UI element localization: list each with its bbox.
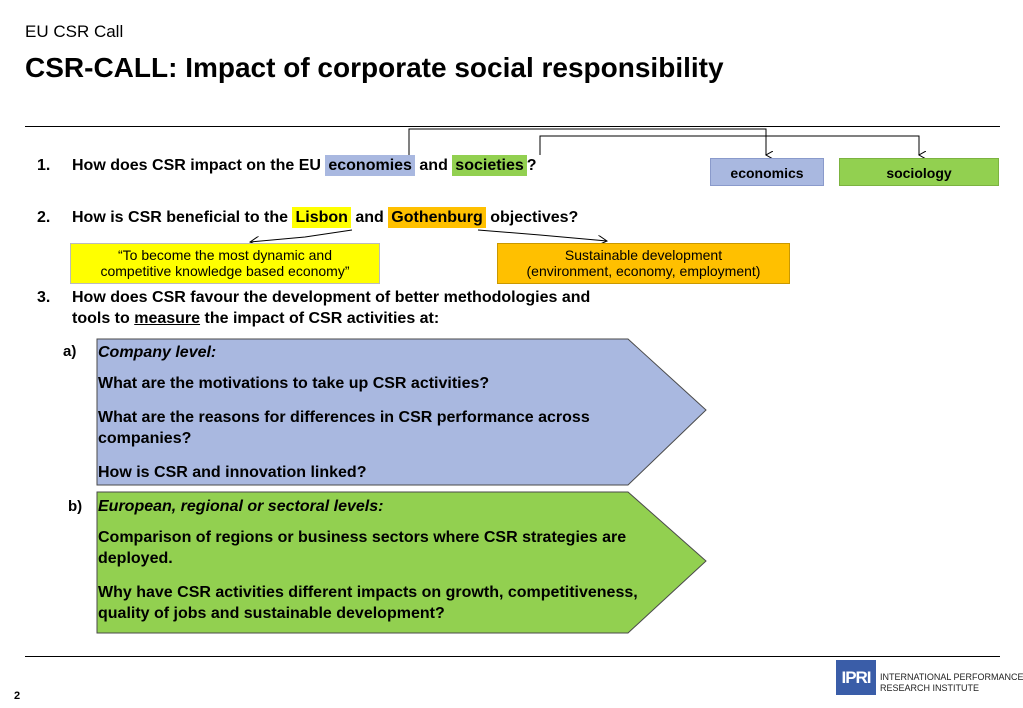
highlight-gothenburg: Gothenburg: [388, 207, 486, 228]
top-divider: [25, 126, 1000, 127]
gothenburg-callout-line-2: (environment, economy, employment): [526, 263, 761, 279]
question-3-line-2-prefix: tools to: [72, 310, 135, 327]
question-2-and: and: [350, 209, 389, 226]
question-1-number: 1.: [37, 157, 51, 174]
question-2-number: 2.: [37, 209, 51, 226]
arrow-gothenburg: [477, 229, 607, 241]
question-1-and: and: [414, 157, 453, 174]
panel-b-heading: European, regional or sectoral levels:: [98, 498, 384, 515]
question-3-line-2-suffix: the impact of CSR activities at:: [200, 310, 440, 327]
panel-a: Company level: What are the motivations …: [98, 342, 658, 496]
question-2-text: How is CSR beneficial to the: [72, 209, 293, 226]
slide-title: CSR-CALL: Impact of corporate social res…: [25, 52, 724, 83]
slide-subtitle: EU CSR Call: [25, 22, 124, 41]
question-2-suffix: objectives?: [485, 209, 579, 226]
gothenburg-callout: Sustainable development (environment, ec…: [497, 243, 790, 284]
panel-b-letter: b): [68, 498, 83, 515]
panel-b: European, regional or sectoral levels: C…: [98, 496, 653, 637]
highlight-lisbon: Lisbon: [292, 207, 351, 228]
arrow-societies-sociology: [539, 135, 919, 155]
ipri-logo-text: INTERNATIONAL PERFORMANCE RESEARCH INSTI…: [880, 672, 1023, 694]
highlight-economies: economies: [325, 155, 415, 176]
logo-line-2: RESEARCH INSTITUTE: [880, 683, 980, 693]
panel-a-item: What are the motivations to take up CSR …: [98, 375, 490, 392]
tag-sociology: sociology: [839, 158, 999, 186]
question-3-line-1: How does CSR favour the development of b…: [72, 289, 591, 306]
lisbon-callout: “To become the most dynamic and competit…: [70, 243, 380, 284]
panel-b-item: Comparison of regions or business sector…: [98, 529, 627, 567]
highlight-societies: societies: [452, 155, 527, 176]
question-3: 3. How does CSR favour the development of…: [25, 287, 590, 329]
panel-a-item: How is CSR and innovation linked?: [98, 464, 367, 481]
lisbon-callout-line-2: competitive knowledge based economy”: [100, 263, 350, 279]
tag-economics: economics: [710, 158, 824, 186]
panel-a-item: What are the reasons for differences in …: [98, 409, 590, 447]
arrow-economies-economics: [408, 128, 766, 155]
ipri-logo: IPRI: [836, 660, 876, 695]
panel-b-shape: [96, 491, 707, 634]
question-1: 1. How does CSR impact on the EU economie…: [25, 155, 537, 176]
lisbon-callout-line-1: “To become the most dynamic and: [118, 247, 332, 263]
page-number: 2: [14, 690, 21, 702]
logo-line-1: INTERNATIONAL PERFORMANCE: [880, 672, 1023, 682]
panel-a-letter: a): [63, 343, 77, 360]
question-1-text: How does CSR impact on the EU: [72, 157, 326, 174]
question-3-measure: measure: [134, 310, 201, 327]
panel-a-heading: Company level:: [98, 344, 217, 361]
gothenburg-callout-line-1: Sustainable development: [564, 247, 723, 263]
question-2: 2. How is CSR beneficial to the Lisbon an…: [25, 207, 579, 228]
panel-a-shape: [96, 338, 707, 486]
question-3-number: 3.: [37, 289, 51, 306]
question-1-suffix: ?: [526, 157, 537, 174]
panel-b-item: Why have CSR activities different impact…: [98, 584, 638, 622]
arrow-lisbon: [250, 229, 353, 242]
bottom-divider: [25, 656, 1000, 657]
